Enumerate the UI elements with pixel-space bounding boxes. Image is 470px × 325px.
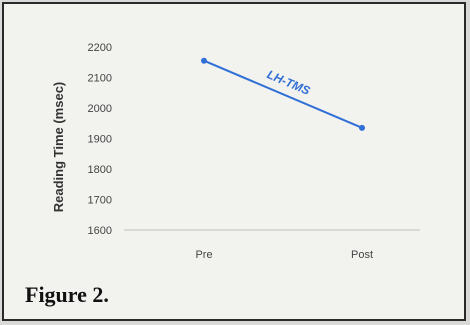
data-point <box>359 124 365 131</box>
y-tick-labels: 2200 2100 2000 1900 1800 1700 1600 <box>88 42 112 237</box>
x-tick-labels: Pre Post <box>195 249 373 261</box>
figure-caption: Figure 2. <box>25 282 109 307</box>
y-tick-label: 1700 <box>88 195 112 207</box>
x-tick-label: Post <box>351 249 373 261</box>
y-tick-label: 1900 <box>88 134 112 146</box>
series-label: LH-TMS <box>265 67 312 98</box>
series-group: LH-TMS <box>201 57 365 131</box>
figure-frame <box>2 2 466 321</box>
y-axis-label: Reading Time (msec) <box>51 82 66 213</box>
y-tick-label: 1600 <box>88 225 112 237</box>
data-point <box>201 57 207 64</box>
y-tick-label: 1800 <box>88 164 112 176</box>
x-tick-label: Pre <box>195 249 212 261</box>
y-tick-label: 2000 <box>88 103 112 115</box>
series-line <box>203 59 363 129</box>
y-tick-label: 2100 <box>88 73 112 85</box>
y-tick-label: 2200 <box>88 42 112 54</box>
